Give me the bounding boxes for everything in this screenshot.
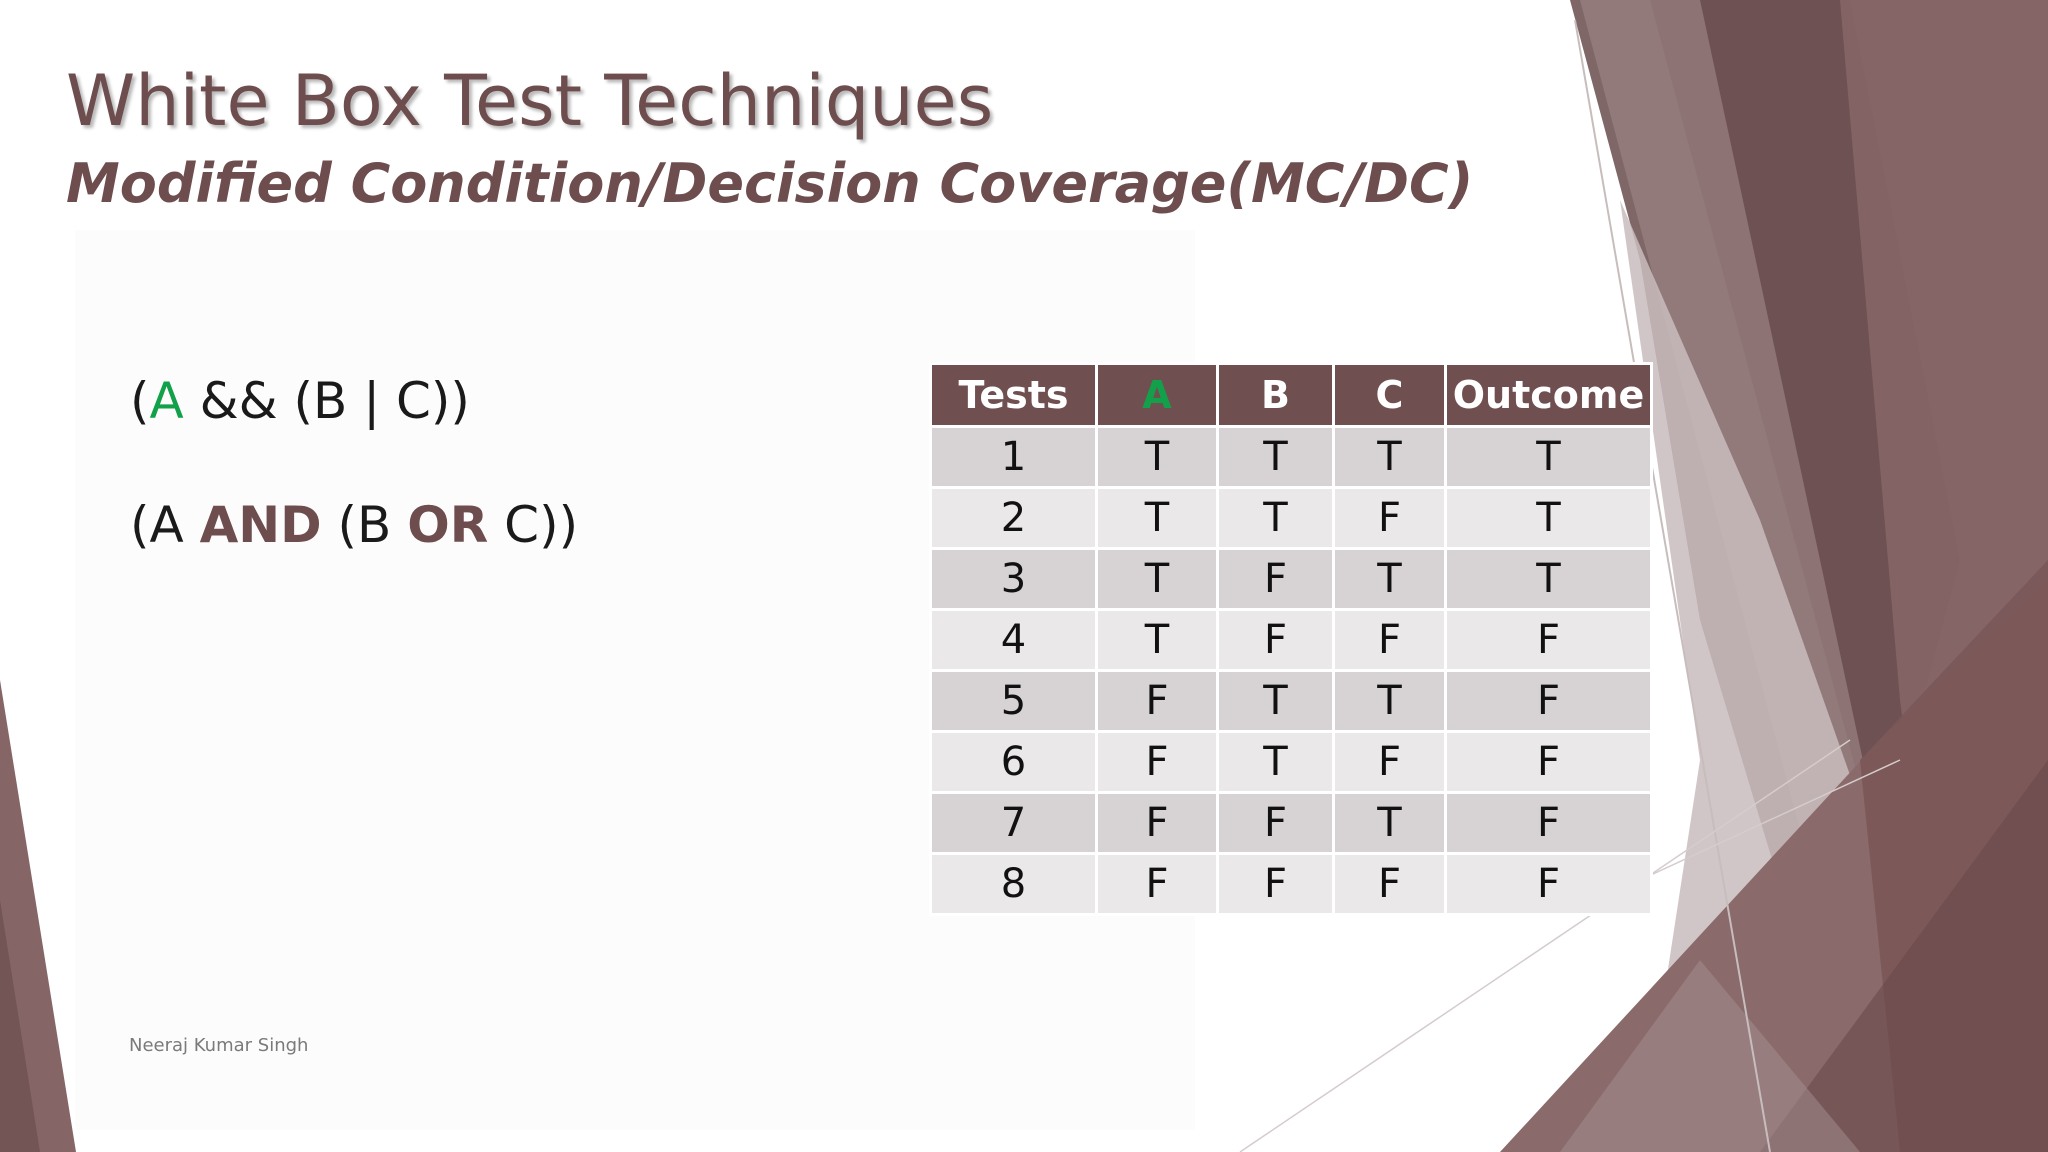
cell-b: T <box>1216 669 1335 733</box>
cell-test: 8 <box>929 852 1098 916</box>
cell-a: F <box>1095 669 1219 733</box>
slide-footer-author: Neeraj Kumar Singh <box>129 1035 309 1056</box>
cell-a: T <box>1095 425 1219 489</box>
truth-table: Tests A B C Outcome 1 T T T T 2 T T F T … <box>929 362 1653 916</box>
cell-test: 7 <box>929 791 1098 855</box>
table-row: 7 F F T F <box>929 791 1653 855</box>
cell-test: 6 <box>929 730 1098 794</box>
boolean-expression-symbolic: (A && (B | C)) <box>130 372 470 430</box>
cell-a: T <box>1095 547 1219 611</box>
cell-a: F <box>1095 791 1219 855</box>
cell-c: F <box>1332 608 1447 672</box>
cell-b: F <box>1216 547 1335 611</box>
cell-b: F <box>1216 791 1335 855</box>
cell-outcome: F <box>1444 730 1653 794</box>
cell-c: T <box>1332 669 1447 733</box>
header-outcome: Outcome <box>1444 362 1653 428</box>
cell-c: T <box>1332 791 1447 855</box>
cell-outcome: F <box>1444 669 1653 733</box>
cell-b: T <box>1216 425 1335 489</box>
slide-subtitle: Modified Condition/Decision Coverage(MC/… <box>66 152 1474 215</box>
table-row: 1 T T T T <box>929 425 1653 489</box>
cell-b: F <box>1216 608 1335 672</box>
header-c: C <box>1332 362 1447 428</box>
cell-b: T <box>1216 486 1335 550</box>
cell-test: 4 <box>929 608 1098 672</box>
cell-a: F <box>1095 730 1219 794</box>
table-row: 3 T F T T <box>929 547 1653 611</box>
cell-outcome: T <box>1444 425 1653 489</box>
expr-part-3: C)) <box>488 496 579 554</box>
cell-a: T <box>1095 486 1219 550</box>
header-a: A <box>1095 362 1219 428</box>
slide-title: White Box Test Techniques <box>66 60 994 142</box>
expr-and-keyword: AND <box>199 496 322 554</box>
cell-outcome: F <box>1444 791 1653 855</box>
cell-c: T <box>1332 547 1447 611</box>
header-tests: Tests <box>929 362 1098 428</box>
cell-test: 3 <box>929 547 1098 611</box>
expr-part-1: (A <box>130 496 200 554</box>
table-row: 5 F T T F <box>929 669 1653 733</box>
cell-a: T <box>1095 608 1219 672</box>
table-row: 2 T T F T <box>929 486 1653 550</box>
table-row: 4 T F F F <box>929 608 1653 672</box>
cell-outcome: T <box>1444 486 1653 550</box>
cell-b: T <box>1216 730 1335 794</box>
cell-outcome: F <box>1444 608 1653 672</box>
cell-c: F <box>1332 730 1447 794</box>
cell-test: 5 <box>929 669 1098 733</box>
cell-test: 1 <box>929 425 1098 489</box>
boolean-expression-words: (A AND (B OR C)) <box>130 496 578 554</box>
expr-or-keyword: OR <box>407 496 489 554</box>
expr-part-2: (B <box>321 496 408 554</box>
expr-condition-a: A <box>149 372 184 430</box>
cell-a: F <box>1095 852 1219 916</box>
cell-c: F <box>1332 852 1447 916</box>
cell-test: 2 <box>929 486 1098 550</box>
expr-open-paren: ( <box>130 372 150 430</box>
header-b: B <box>1216 362 1335 428</box>
table-row: 8 F F F F <box>929 852 1653 916</box>
truth-table-header-row: Tests A B C Outcome <box>929 362 1653 428</box>
cell-outcome: F <box>1444 852 1653 916</box>
cell-c: T <box>1332 425 1447 489</box>
cell-c: F <box>1332 486 1447 550</box>
cell-b: F <box>1216 852 1335 916</box>
expr-rest: && (B | C)) <box>183 372 470 430</box>
table-row: 6 F T F F <box>929 730 1653 794</box>
cell-outcome: T <box>1444 547 1653 611</box>
